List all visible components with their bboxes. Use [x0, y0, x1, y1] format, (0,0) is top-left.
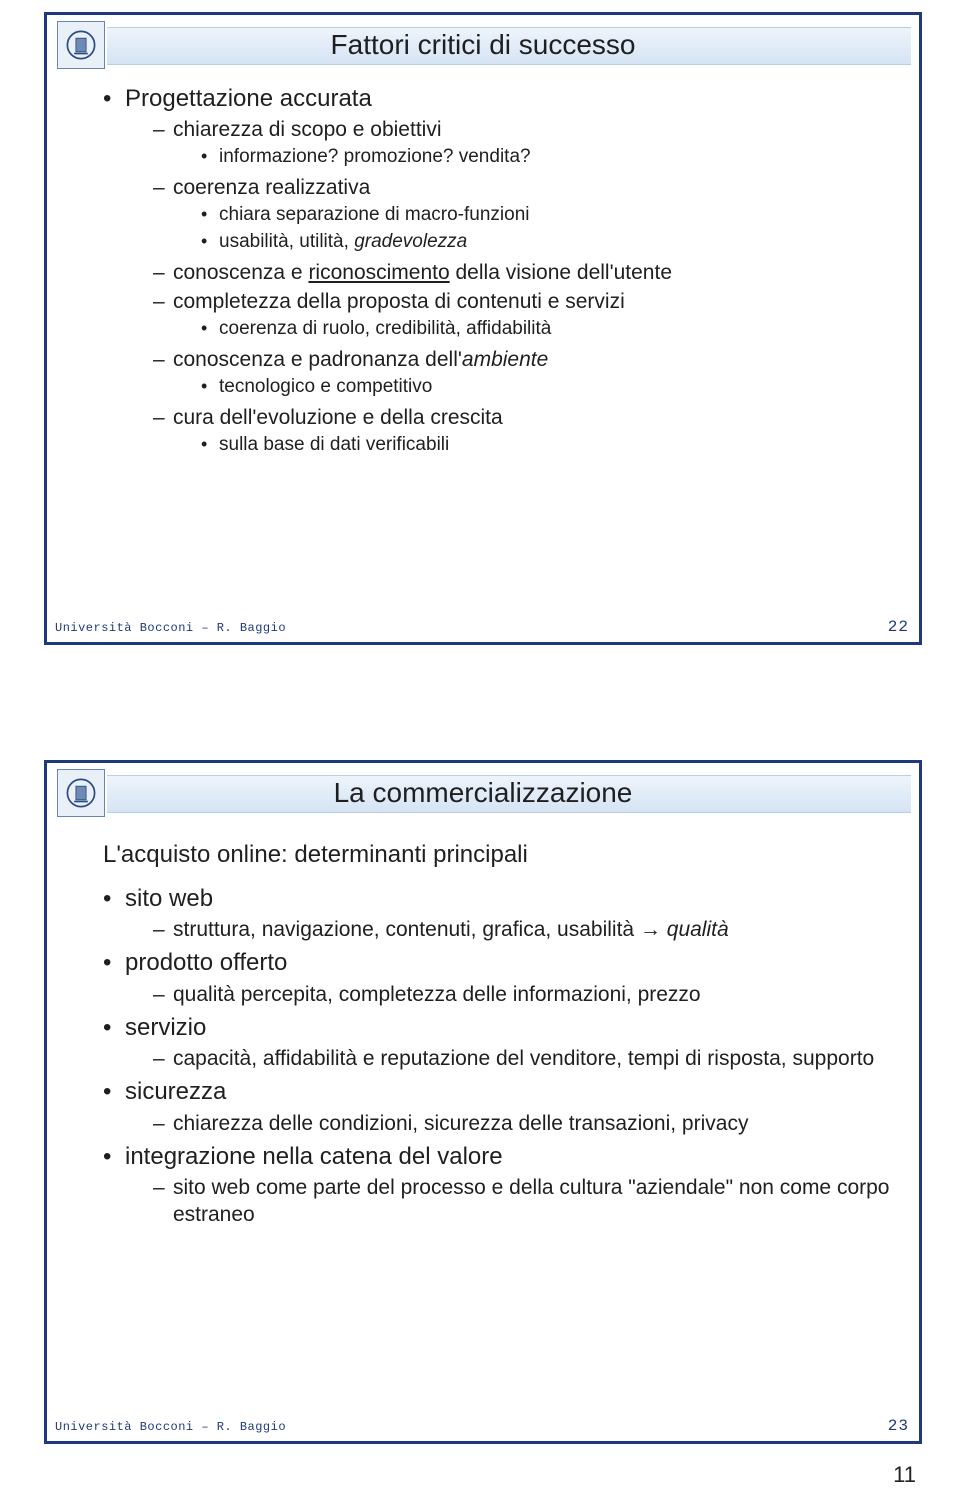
bullet-l3: chiara separazione di macro-funzioni [201, 203, 891, 228]
bullet-text: integrazione nella catena del valore [125, 1143, 503, 1170]
page: Fattori critici di successo Progettazion… [0, 0, 960, 1500]
bullet-l2: struttura, navigazione, contenuti, grafi… [153, 916, 891, 943]
bullet-text-italic: gradevolezza [354, 231, 467, 252]
bullet-l1: prodotto offerto qualità percepita, comp… [103, 947, 891, 1007]
bullet-l3: tecnologico e competitivo [201, 375, 891, 400]
page-number: 11 [893, 1462, 916, 1488]
bullet-text-prefix: struttura, navigazione, contenuti, grafi… [173, 918, 640, 941]
bullet-l3: coerenza di ruolo, credibilità, affidabi… [201, 317, 891, 342]
bullet-l2: cura dell'evoluzione e della crescita su… [153, 404, 891, 458]
bullet-text: cura dell'evoluzione e della crescita [173, 406, 503, 429]
bullet-text: sicurezza [125, 1078, 226, 1105]
bullet-l2: capacità, affidabilità e reputazione del… [153, 1045, 891, 1072]
bullet-l1: sicurezza chiarezza delle condizioni, si… [103, 1076, 891, 1136]
intro-text: L'acquisto online: determinanti principa… [103, 841, 891, 869]
bullet-text: capacità, affidabilità e reputazione del… [173, 1047, 874, 1070]
bullet-l2: coerenza realizzativa chiara separazione… [153, 174, 891, 255]
slide-1-content: Progettazione accurata chiarezza di scop… [47, 69, 919, 472]
bullet-l3: sulla base di dati verificabili [201, 433, 891, 458]
bullet-text-italic: qualità [661, 918, 729, 941]
bullet-text: tecnologico e competitivo [219, 376, 432, 397]
bullet-l2: chiarezza delle condizioni, sicurezza de… [153, 1110, 891, 1137]
bullet-text: sito web [125, 885, 213, 912]
bullet-l3: usabilità, utilità, gradevolezza [201, 230, 891, 255]
bullet-text: chiarezza delle condizioni, sicurezza de… [173, 1112, 748, 1135]
bullet-l2: completezza della proposta di contenuti … [153, 288, 891, 342]
bullet-text: informazione? promozione? vendita? [219, 146, 531, 167]
bullet-l2: conoscenza e padronanza dell'ambiente te… [153, 346, 891, 400]
bullet-l2: conoscenza e riconoscimento della vision… [153, 259, 891, 286]
bullet-text-prefix: conoscenza e [173, 261, 308, 284]
bullet-text: Progettazione accurata [125, 85, 372, 112]
bullet-text: sulla base di dati verificabili [219, 434, 449, 455]
bullet-l1: Progettazione accurata chiarezza di scop… [103, 83, 891, 458]
bullet-text: prodotto offerto [125, 949, 287, 976]
bullet-l1: integrazione nella catena del valore sit… [103, 1141, 891, 1229]
arrow-icon: → [640, 918, 661, 941]
bullet-l2: chiarezza di scopo e obiettivi informazi… [153, 116, 891, 170]
titlebar: La commercializzazione [55, 769, 911, 817]
bullet-text: chiara separazione di macro-funzioni [219, 204, 530, 225]
bullet-text: completezza della proposta di contenuti … [173, 290, 625, 313]
bullet-text-underline: riconoscimento [308, 261, 449, 284]
bullet-text-suffix: della visione dell'utente [450, 261, 672, 284]
slide-1: Fattori critici di successo Progettazion… [44, 12, 922, 645]
bullet-text: coerenza realizzativa [173, 176, 370, 199]
slide-title: La commercializzazione [55, 777, 911, 809]
slide-number: 22 [888, 618, 909, 636]
bullet-l1: sito web struttura, navigazione, contenu… [103, 883, 891, 943]
bullet-l3: informazione? promozione? vendita? [201, 145, 891, 170]
bullet-l2: sito web come parte del processo e della… [153, 1174, 891, 1229]
slide-number: 23 [888, 1417, 909, 1435]
titlebar: Fattori critici di successo [55, 21, 911, 69]
footer-author: Università Bocconi – R. Baggio [55, 1420, 286, 1434]
bullet-l2: qualità percepita, completezza delle inf… [153, 981, 891, 1008]
bullet-text: coerenza di ruolo, credibilità, affidabi… [219, 318, 551, 339]
bullet-l1: servizio capacità, affidabilità e reputa… [103, 1012, 891, 1072]
bullet-text-prefix: usabilità, utilità, [219, 231, 354, 252]
bullet-text-prefix: conoscenza e padronanza dell' [173, 348, 462, 371]
slide-2-content: L'acquisto online: determinanti principa… [47, 817, 919, 1243]
slide-footer: Università Bocconi – R. Baggio 22 [55, 618, 909, 636]
bullet-text: servizio [125, 1014, 206, 1041]
bullet-text: chiarezza di scopo e obiettivi [173, 118, 441, 141]
bullet-text: sito web come parte del processo e della… [173, 1176, 889, 1226]
slide-2: La commercializzazione L'acquisto online… [44, 760, 922, 1444]
slide-footer: Università Bocconi – R. Baggio 23 [55, 1417, 909, 1435]
bullet-text-italic: ambiente [462, 348, 548, 371]
bullet-text: qualità percepita, completezza delle inf… [173, 983, 701, 1006]
slide-title: Fattori critici di successo [55, 29, 911, 61]
footer-author: Università Bocconi – R. Baggio [55, 621, 286, 635]
